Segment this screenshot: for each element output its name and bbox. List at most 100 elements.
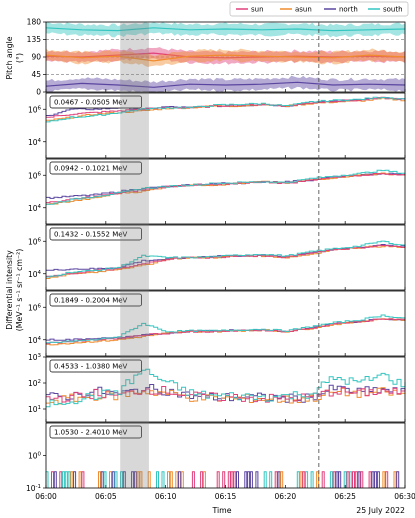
energy-ytick-exponent: -1 [36, 484, 41, 490]
x-tick-label: 06:05 [95, 492, 117, 501]
intensity-spike-south [62, 471, 66, 488]
energy-ytick-label: 104 [28, 270, 42, 279]
energy-panel: 104 106 0.0467 - 0.0505 MeV [28, 92, 406, 159]
energy-ytick-exponent: 6 [38, 303, 42, 309]
legend: sun asun north south [229, 1, 409, 17]
energy-label-box [49, 359, 142, 373]
energy-label-text: 0.0467 - 0.0505 MeV [54, 99, 128, 107]
pitch-ytick-label: 135 [27, 35, 42, 44]
x-tick-label: 06:15 [215, 492, 237, 501]
energy-ytick-label: 104 [28, 336, 42, 345]
intensity-spike-south [263, 471, 267, 488]
intensity-spike-sun [191, 471, 195, 488]
energy-label: 0.4533 - 1.0380 MeV [49, 359, 142, 373]
energy-panel: 101 102 103 0.4533 - 1.0380 MeV [28, 353, 406, 423]
intensity-spike-sun [274, 471, 278, 488]
intensity-spike-sun [302, 471, 306, 488]
energy-label-box [49, 425, 142, 439]
legend-label-sun: sun [251, 6, 264, 14]
x-tick-label: 06:30 [394, 492, 415, 501]
intensity-spike-asun [139, 471, 143, 488]
intensity-spike-south [349, 471, 353, 488]
legend-label-north: north [339, 6, 358, 14]
energy-label-text: 0.0942 - 0.1021 MeV [54, 165, 128, 173]
energy-label: 0.0942 - 0.1021 MeV [49, 161, 142, 175]
intensity-spike-asun [167, 471, 170, 488]
energy-ytick-label: 100 [28, 452, 42, 461]
overlay [45, 22, 406, 488]
intensity-spike-north [255, 471, 259, 488]
pitch-ytick-label: 90 [31, 53, 41, 62]
intensity-spike-south [343, 471, 347, 488]
energy-panel: 104 106 0.1432 - 0.1552 MeV [28, 224, 406, 291]
intensity-spike-north [100, 471, 104, 488]
intensity-ylabel-unit: (MeV⁻¹ s⁻¹ sr⁻¹ cm⁻²) [15, 249, 24, 332]
intensity-spike-north [236, 471, 239, 488]
intensity-spike-asun [175, 471, 179, 488]
intensity-spike-north [247, 471, 251, 488]
energy-ytick-exponent: 1 [38, 405, 42, 411]
energy-ytick-label: 102 [28, 379, 41, 388]
energy-ytick-label: 106 [28, 105, 42, 114]
intensity-spike-north [53, 471, 57, 488]
legend-label-south: south [383, 6, 403, 14]
intensity-spike-north [396, 471, 400, 488]
energy-ytick-exponent: 6 [38, 237, 42, 243]
energy-ytick-exponent: 6 [38, 171, 42, 177]
energy-ytick-label: 106 [28, 171, 42, 180]
energy-label-box [49, 227, 142, 241]
intensity-spike-sun [385, 471, 389, 488]
intensity-spike-north [244, 471, 248, 488]
intensity-spike-asun [393, 471, 397, 488]
energy-label: 0.0467 - 0.0505 MeV [49, 95, 142, 109]
energy-label-text: 1.0530 - 2.4010 MeV [54, 429, 128, 437]
intensity-spike-sun [360, 471, 364, 488]
intensity-series-south [46, 169, 406, 205]
intensity-spike-sun [346, 471, 350, 488]
energy-ytick-label: 106 [28, 237, 42, 246]
intensity-spike-north [371, 471, 375, 488]
intensity-spike-sun [216, 471, 220, 488]
pitch-yunit: (°) [15, 53, 24, 63]
intensity-spike-north [338, 471, 342, 488]
intensity-spike-sun [354, 471, 358, 488]
intensity-spike-north [277, 471, 281, 488]
legend-box [229, 1, 409, 17]
intensity-spike-south [161, 471, 165, 488]
intensity-spike-south [269, 471, 273, 488]
intensity-spike-south [103, 471, 107, 488]
pitch-ytick-label: 0 [36, 88, 41, 97]
date-label: 25 July 2022 [356, 506, 405, 515]
intensity-spike-south [120, 471, 124, 488]
intensity-spike-north [133, 471, 137, 488]
intensity-spike-sun [51, 471, 54, 488]
intensity-spike-south [156, 471, 159, 488]
intensity-spike-asun [136, 471, 140, 488]
intensity-spike-asun [382, 471, 386, 488]
pitch-track-north [45, 81, 406, 88]
energy-label-text: 0.1432 - 0.1552 MeV [54, 231, 128, 239]
energy-ytick-exponent: 4 [38, 270, 42, 276]
intensity-spike-sun [227, 471, 231, 488]
intensity-spike-sun [352, 471, 355, 488]
energy-ytick-exponent: 0 [38, 452, 42, 458]
intensity-spike-sun [230, 471, 234, 488]
energy-panel: 104 106 0.0942 - 0.1021 MeV [28, 158, 406, 225]
intensity-spike-north [376, 471, 380, 488]
intensity-ylabel: Differential intensity [5, 250, 14, 330]
energy-ytick-label: 101 [28, 405, 41, 414]
intensity-spike-asun [299, 471, 303, 488]
intensity-spike-north [111, 471, 115, 488]
pitch-band-south [46, 22, 405, 38]
intensity-spike-north [178, 471, 182, 488]
intensity-spike-asun [180, 471, 184, 488]
energy-ytick-exponent: 4 [38, 204, 42, 210]
intensity-series-sun [46, 244, 406, 277]
energy-ytick-label: 10-1 [26, 484, 41, 493]
x-tick-label: 06:20 [275, 492, 297, 501]
intensity-spike-asun [202, 471, 206, 488]
intensity-spike-north [335, 471, 339, 488]
intensity-spike-asun [147, 471, 151, 488]
intensity-spike-sun [332, 471, 336, 488]
